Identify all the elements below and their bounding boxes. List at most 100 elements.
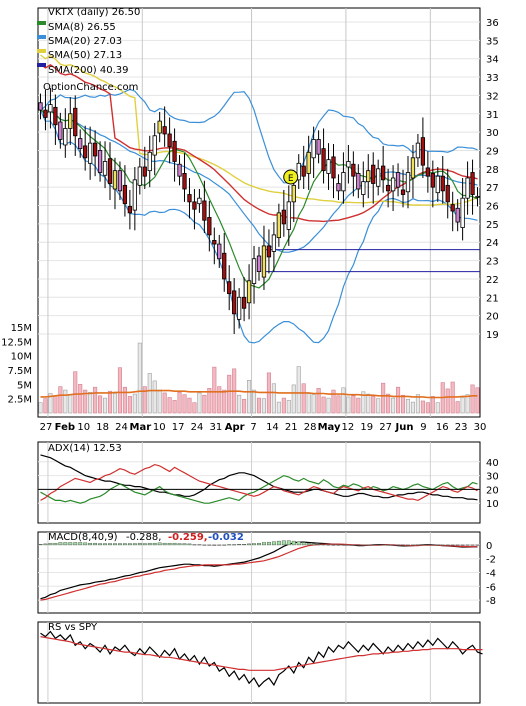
volume-bar	[321, 396, 326, 414]
macd-tick-label: 0	[486, 541, 492, 552]
volume-bar	[88, 392, 93, 414]
volume-bar	[346, 396, 351, 414]
candle-body	[167, 133, 172, 148]
volume-tick-label: 7.5M	[7, 366, 32, 377]
volume-bar	[107, 390, 113, 414]
macd-histogram-bar	[73, 542, 78, 546]
macd-histogram-bar	[391, 544, 396, 546]
candle-body	[207, 217, 212, 236]
macd-histogram-bar	[271, 541, 276, 546]
candle-body	[301, 165, 306, 177]
macd-tick-label: -8	[486, 596, 496, 607]
price-tick-label: 27	[486, 183, 499, 194]
candle-body	[97, 150, 103, 173]
volume-bar	[227, 374, 232, 414]
candle-body	[415, 142, 421, 159]
macd-histogram-bar	[78, 542, 83, 546]
price-tick-label: 24	[486, 238, 499, 249]
macd-histogram-bar	[237, 544, 242, 546]
site-label: OptionChance.com	[43, 82, 138, 93]
earnings-marker	[283, 169, 299, 185]
macd-histogram-bar	[212, 544, 217, 546]
volume-bar	[78, 384, 83, 414]
macd-histogram-bar	[93, 542, 98, 546]
macd-histogram-bar	[222, 544, 227, 546]
price-tick-label: 20	[486, 312, 499, 323]
adx-tick-label: 10	[486, 499, 499, 510]
volume-bar	[291, 384, 296, 414]
volume-bar	[247, 380, 252, 414]
x-tick-label: 7	[250, 422, 256, 433]
candle-body	[336, 183, 341, 192]
volume-bar	[435, 402, 440, 414]
macd-histogram-bar	[406, 544, 410, 546]
macd-histogram-bar	[232, 544, 237, 546]
macd-histogram-bar	[48, 542, 53, 546]
candle-body	[102, 161, 108, 176]
volume-bar	[420, 400, 425, 414]
price-tick-label: 26	[486, 202, 499, 213]
volume-bar	[286, 400, 291, 414]
x-tick-label: 24	[115, 422, 128, 433]
candle-body	[212, 239, 217, 245]
x-tick-label: 16	[436, 422, 449, 433]
price-tick-label: 22	[486, 275, 499, 286]
candle-body	[316, 139, 321, 155]
macd-tick-label: -4	[486, 569, 496, 580]
volume-tick-label: 2.5M	[7, 395, 32, 406]
candle-body	[271, 234, 277, 252]
candle-body	[371, 164, 376, 184]
macd-histogram-bar	[296, 541, 301, 546]
volume-bar	[396, 386, 401, 414]
candle-body	[157, 120, 162, 134]
candle-body	[58, 121, 63, 140]
x-tick-label: 28	[304, 422, 317, 433]
macd-histogram-bar	[162, 542, 167, 546]
x-tick-label: Apr	[225, 422, 245, 433]
sma50-line	[40, 54, 478, 206]
volume-bar	[356, 397, 361, 414]
sma20-line	[40, 109, 478, 253]
adx-title: ADX(14) 12.53	[48, 443, 122, 454]
volume-bar	[142, 386, 147, 414]
macd-histogram-bar	[396, 544, 400, 546]
volume-bar	[207, 388, 212, 414]
candle-body	[227, 281, 232, 295]
macd-histogram-bar	[336, 544, 341, 546]
price-tick-label: 23	[486, 257, 499, 268]
macd-histogram-bar	[192, 544, 197, 546]
legend-sma50: SMA(50) 27.13	[48, 50, 122, 61]
volume-tick-label: 15M	[11, 323, 32, 334]
candle-body	[38, 102, 43, 111]
candle-body	[440, 175, 445, 192]
candle-body	[137, 166, 142, 186]
x-tick-label: 30	[474, 422, 487, 433]
candle-body	[256, 255, 262, 273]
volume-bar	[172, 400, 177, 414]
macd-histogram-bar	[440, 544, 445, 546]
x-tick-label: 19	[360, 422, 373, 433]
candle-body	[465, 177, 470, 199]
macd-histogram-bar	[108, 543, 112, 546]
price-tick-label: 21	[486, 293, 499, 304]
volume-bar	[103, 397, 108, 414]
macd-histogram-bar	[356, 544, 361, 546]
volume-bar	[341, 387, 346, 414]
macd-hist-value: -0.032	[208, 532, 244, 543]
candle-body	[276, 212, 282, 239]
volume-bar	[237, 394, 242, 414]
macd-histogram-bar	[281, 540, 286, 546]
x-tick-label: 14	[266, 422, 279, 433]
volume-bar	[251, 389, 257, 414]
candle-body	[420, 137, 426, 166]
adx-frame	[37, 441, 481, 524]
macd-histogram-bar	[43, 543, 48, 546]
volume-bar	[306, 393, 311, 414]
candle-body	[366, 170, 371, 183]
macd-tick-label: -6	[486, 582, 496, 593]
candle-body	[450, 204, 455, 212]
volume-bar	[405, 398, 411, 414]
rs-series-line	[40, 636, 483, 671]
macd-histogram-bar	[435, 544, 440, 546]
